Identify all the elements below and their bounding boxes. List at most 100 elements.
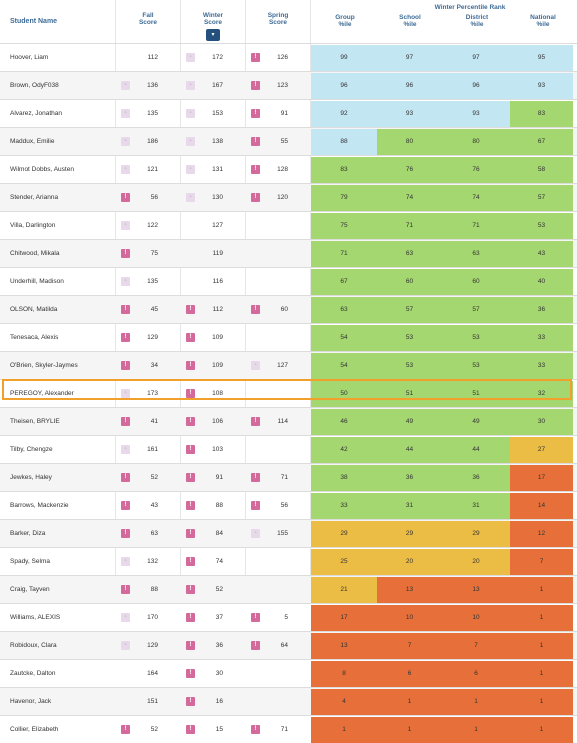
winter-score: 30 bbox=[215, 670, 223, 677]
district-percentile: 97 bbox=[442, 45, 510, 71]
table-row[interactable]: Hoover, Liam ▪! 112 172 126 99 97 97 95 bbox=[0, 43, 577, 71]
student-name[interactable]: Barker, Diza bbox=[10, 530, 46, 537]
spring-score: 60 bbox=[280, 306, 288, 313]
fall-score: 161 bbox=[147, 446, 158, 453]
table-row[interactable]: Tenesaca, Alexis!! 129 109 54 53 53 33 bbox=[0, 323, 577, 351]
school-percentile: 6 bbox=[377, 661, 442, 687]
student-name[interactable]: Jewkes, Haley bbox=[10, 474, 52, 481]
group-percentile: 67 bbox=[311, 269, 377, 295]
student-name[interactable]: Williams, ALEXIS bbox=[10, 614, 61, 621]
school-percentile-header[interactable]: School %ile bbox=[385, 14, 435, 28]
table-row[interactable]: Tilby, Chengze ▪! 161 103 42 44 44 27 bbox=[0, 435, 577, 463]
fall-score-header[interactable]: Fall Score bbox=[128, 12, 168, 26]
growth-flag-icon: ! bbox=[186, 445, 195, 454]
district-percentile-header[interactable]: District %ile bbox=[452, 14, 502, 28]
sort-descending-icon[interactable]: ▾ bbox=[206, 29, 220, 41]
table-row[interactable]: Stender, Arianna! ▪! 56 130 120 79 74 74 57 bbox=[0, 183, 577, 211]
winter-score: 119 bbox=[212, 250, 223, 257]
winter-score: 74 bbox=[215, 558, 223, 565]
national-percentile: 7 bbox=[510, 549, 573, 575]
growth-flag-muted-icon: ▪ bbox=[121, 389, 130, 398]
table-row[interactable]: OLSON, Matilda!!! 45 112 60 63 57 57 36 bbox=[0, 295, 577, 323]
student-name[interactable]: Collier, Elizabeth bbox=[10, 726, 59, 733]
district-percentile: 1 bbox=[442, 717, 510, 743]
district-percentile: 29 bbox=[442, 521, 510, 547]
student-name[interactable]: Maddux, Emilie bbox=[10, 138, 55, 145]
growth-flag-muted-icon: ▪ bbox=[121, 165, 130, 174]
student-name[interactable]: Villa, Darlington bbox=[10, 222, 56, 229]
student-name[interactable]: Havenor, Jack bbox=[10, 698, 52, 705]
student-name[interactable]: Craig, Tayven bbox=[10, 586, 50, 593]
table-row[interactable]: O'Brien, Skyler-Jaymes!! ▪ 34 109 127 54 53 53 3… bbox=[0, 351, 577, 379]
school-percentile: 80 bbox=[377, 129, 442, 155]
winter-score-header[interactable]: Winter Score bbox=[193, 12, 233, 26]
table-row[interactable]: Alvarez, Jonathan ▪ ▪! 135 153 91 92 93 93 83 bbox=[0, 99, 577, 127]
student-name[interactable]: Wilmot Dobbs, Austen bbox=[10, 166, 74, 173]
group-percentile: 71 bbox=[311, 241, 377, 267]
student-name[interactable]: PEREGOY, Alexander bbox=[10, 390, 74, 397]
student-name-header[interactable]: Student Name bbox=[10, 18, 58, 25]
student-name[interactable]: Stender, Arianna bbox=[10, 194, 59, 201]
fall-score: 56 bbox=[150, 194, 158, 201]
spring-score-header[interactable]: Spring Score bbox=[258, 12, 298, 26]
table-row[interactable]: Robidoux, Clara ▪!! 129 36 64 13 7 7 1 bbox=[0, 631, 577, 659]
table-row[interactable]: Chitwood, Mikala! 75 119 71 63 63 43 bbox=[0, 239, 577, 267]
group-percentile: 63 bbox=[311, 297, 377, 323]
table-row[interactable]: Collier, Elizabeth!!! 52 15 71 1 1 1 1 bbox=[0, 715, 577, 743]
group-percentile: 33 bbox=[311, 493, 377, 519]
table-row[interactable]: Spady, Selma ▪! 132 74 25 20 20 7 bbox=[0, 547, 577, 575]
student-name[interactable]: Hoover, Liam bbox=[10, 54, 49, 61]
school-percentile: 36 bbox=[377, 465, 442, 491]
fall-score: 135 bbox=[147, 278, 158, 285]
table-row[interactable]: Havenor, Jack! 151 16 4 1 1 1 bbox=[0, 687, 577, 715]
table-row[interactable]: Brown, OdyF038 ▪ ▪! 136 167 123 96 96 96 93 bbox=[0, 71, 577, 99]
student-name[interactable]: Tilby, Chengze bbox=[10, 446, 53, 453]
growth-flag-icon: ! bbox=[251, 501, 260, 510]
table-row[interactable]: Wilmot Dobbs, Austen ▪ ▪! 121 131 128 83 76 76 58 bbox=[0, 155, 577, 183]
winter-score: 167 bbox=[212, 82, 223, 89]
student-name[interactable]: Tenesaca, Alexis bbox=[10, 334, 59, 341]
table-row[interactable]: Barker, Diza!! ▪ 63 84 155 29 29 29 12 bbox=[0, 519, 577, 547]
table-row[interactable]: Craig, Tayven!! 88 52 21 13 13 1 bbox=[0, 575, 577, 603]
winter-score: 131 bbox=[212, 166, 223, 173]
table-row[interactable]: Zautcke, Dalton! 164 30 8 6 6 1 bbox=[0, 659, 577, 687]
student-name[interactable]: Spady, Selma bbox=[10, 558, 50, 565]
student-name[interactable]: Robidoux, Clara bbox=[10, 642, 57, 649]
national-percentile: 33 bbox=[510, 353, 573, 379]
table-row[interactable]: Maddux, Emilie ▪ ▪! 186 138 55 88 80 80 67 bbox=[0, 127, 577, 155]
national-percentile: 1 bbox=[510, 689, 573, 715]
spring-score: 5 bbox=[284, 614, 288, 621]
national-percentile-header[interactable]: National %ile bbox=[518, 14, 568, 28]
table-row[interactable]: Williams, ALEXIS ▪!! 170 37 5 17 10 10 1 bbox=[0, 603, 577, 631]
table-row[interactable]: Underhill, Madison ▪ 135 116 67 60 60 40 bbox=[0, 267, 577, 295]
national-percentile: 1 bbox=[510, 661, 573, 687]
student-name[interactable]: Theisen, BRYLIE bbox=[10, 418, 60, 425]
school-percentile: 20 bbox=[377, 549, 442, 575]
student-name[interactable]: Chitwood, Mikala bbox=[10, 250, 60, 257]
district-percentile: 80 bbox=[442, 129, 510, 155]
national-percentile: 33 bbox=[510, 325, 573, 351]
national-percentile: 36 bbox=[510, 297, 573, 323]
table-row[interactable]: Villa, Darlington ▪ 122 127 75 71 71 53 bbox=[0, 211, 577, 239]
group-header-line1: Group bbox=[335, 14, 355, 21]
growth-flag-icon: ! bbox=[251, 305, 260, 314]
student-name[interactable]: O'Brien, Skyler-Jaymes bbox=[10, 362, 78, 369]
student-name[interactable]: Barrows, Mackenzie bbox=[10, 502, 69, 509]
national-percentile: 93 bbox=[510, 73, 573, 99]
student-name[interactable]: OLSON, Matilda bbox=[10, 306, 58, 313]
school-percentile: 1 bbox=[377, 717, 442, 743]
student-name[interactable]: Underhill, Madison bbox=[10, 278, 64, 285]
student-name[interactable]: Zautcke, Dalton bbox=[10, 670, 56, 677]
school-percentile: 60 bbox=[377, 269, 442, 295]
student-name[interactable]: Brown, OdyF038 bbox=[10, 82, 59, 89]
table-row[interactable]: Jewkes, Haley!!! 52 91 71 38 36 36 17 bbox=[0, 463, 577, 491]
group-percentile-header[interactable]: Group %ile bbox=[320, 14, 370, 28]
fall-score: 41 bbox=[150, 418, 158, 425]
winter-score: 172 bbox=[212, 54, 223, 61]
student-name[interactable]: Alvarez, Jonathan bbox=[10, 110, 63, 117]
national-percentile: 14 bbox=[510, 493, 573, 519]
table-row[interactable]: Barrows, Mackenzie!!! 43 88 56 33 31 31 14 bbox=[0, 491, 577, 519]
table-row[interactable]: PEREGOY, Alexander ▪! 173 108 50 51 51 32 bbox=[0, 379, 577, 407]
table-row[interactable]: Theisen, BRYLIE!!! 41 106 114 46 49 49 30 bbox=[0, 407, 577, 435]
national-percentile: 43 bbox=[510, 241, 573, 267]
